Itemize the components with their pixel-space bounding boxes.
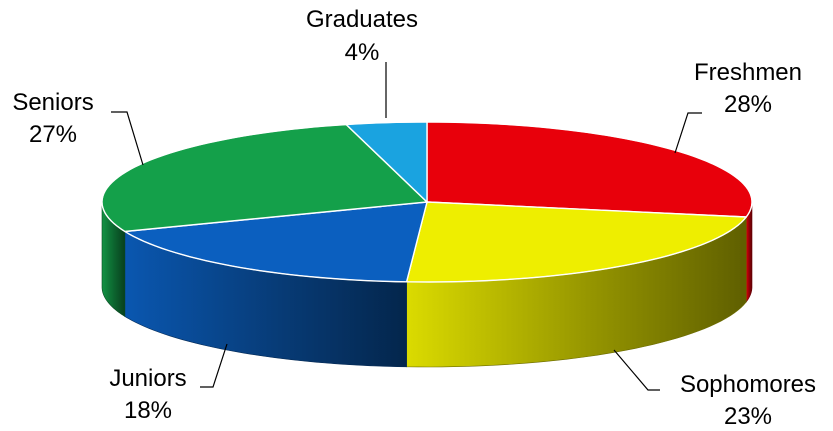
category-label-freshmen: Freshmen xyxy=(694,59,802,86)
leader-line-sophomores xyxy=(613,349,660,391)
label-sophomores: Sophomores 23% xyxy=(613,349,816,430)
category-label-juniors: Juniors xyxy=(109,365,186,392)
value-label-freshmen: 28% xyxy=(724,91,772,118)
leader-line-seniors xyxy=(111,111,144,166)
value-label-sophomores: 23% xyxy=(724,403,772,430)
label-freshmen: Freshmen 28% xyxy=(674,59,802,154)
label-graduates: Graduates 4% xyxy=(306,6,418,118)
category-label-seniors: Seniors xyxy=(12,89,93,116)
pie-top-faces xyxy=(101,121,753,283)
label-juniors: Juniors 18% xyxy=(109,343,228,424)
side-freshmen xyxy=(745,202,753,303)
slice-freshmen xyxy=(426,121,753,218)
value-label-seniors: 27% xyxy=(29,121,77,148)
pie-rim xyxy=(101,121,753,283)
leader-line-freshmen xyxy=(674,112,702,154)
category-label-graduates: Graduates xyxy=(306,6,418,33)
label-seniors: Seniors 27% xyxy=(12,89,144,166)
category-label-sophomores: Sophomores xyxy=(680,371,816,398)
value-label-graduates: 4% xyxy=(345,39,380,66)
leader-line-juniors xyxy=(200,343,228,388)
pie-labels: Freshmen 28% Sophomores 23% Juniors 18% Senior… xyxy=(12,6,816,430)
value-label-juniors: 18% xyxy=(124,397,172,424)
pie-sides xyxy=(101,201,753,368)
